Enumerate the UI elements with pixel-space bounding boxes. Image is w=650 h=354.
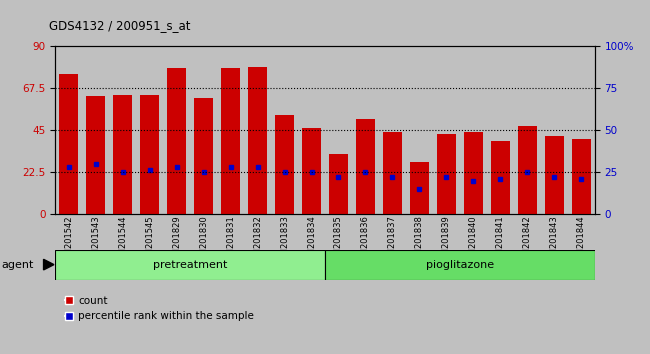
Bar (86, 96, 105, 214)
Bar (167, 68, 186, 214)
Bar (433, 46, 460, 214)
Legend: count, percentile rank within the sample: count, percentile rank within the sample (60, 292, 258, 325)
Bar (244, 46, 271, 214)
Bar (491, 141, 510, 214)
Polygon shape (44, 259, 54, 270)
Bar (271, 46, 298, 214)
Bar (568, 46, 595, 214)
Bar (464, 132, 483, 214)
Bar (410, 162, 429, 214)
Bar (437, 134, 456, 214)
Bar (514, 46, 541, 214)
Bar (298, 46, 325, 214)
Bar (190, 46, 217, 214)
Bar (217, 46, 244, 214)
Bar (518, 126, 537, 214)
Bar (406, 46, 433, 214)
Bar (82, 46, 109, 214)
Text: agent: agent (1, 259, 34, 270)
Bar (59, 74, 78, 214)
Bar (325, 250, 595, 280)
Bar (248, 67, 267, 214)
Bar (302, 128, 321, 214)
Text: pretreatment: pretreatment (153, 259, 228, 270)
Bar (163, 46, 190, 214)
Bar (572, 139, 591, 214)
Bar (325, 46, 352, 214)
Bar (275, 115, 294, 214)
Bar (356, 119, 375, 214)
Bar (113, 95, 132, 214)
Bar (352, 46, 379, 214)
Bar (487, 46, 514, 214)
Bar (140, 95, 159, 214)
Bar (379, 46, 406, 214)
Bar (55, 46, 83, 214)
Text: GDS4132 / 200951_s_at: GDS4132 / 200951_s_at (49, 19, 190, 32)
Bar (545, 136, 564, 214)
Bar (329, 154, 348, 214)
Bar (109, 46, 136, 214)
Bar (55, 250, 325, 280)
Bar (221, 68, 240, 214)
Bar (136, 46, 163, 214)
Bar (541, 46, 568, 214)
Bar (460, 46, 487, 214)
Bar (194, 98, 213, 214)
Text: pioglitazone: pioglitazone (426, 259, 494, 270)
Bar (383, 132, 402, 214)
